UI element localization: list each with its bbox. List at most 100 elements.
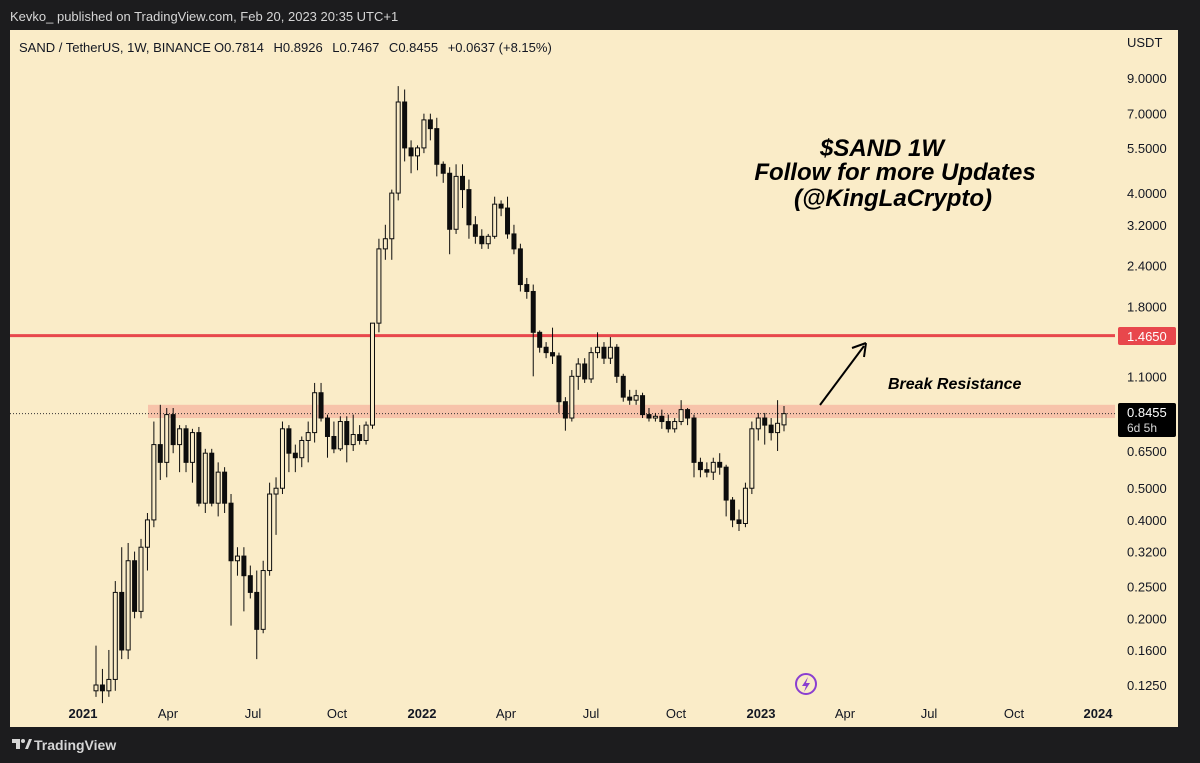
candle-body bbox=[415, 147, 420, 157]
axis-currency: USDT bbox=[1127, 35, 1162, 50]
candle-body bbox=[369, 322, 375, 426]
candle bbox=[633, 389, 639, 405]
legend-close: 0.8455 bbox=[398, 40, 438, 55]
candle-body bbox=[614, 346, 620, 377]
candle-body bbox=[254, 591, 260, 630]
candle bbox=[234, 547, 240, 576]
candle bbox=[505, 196, 511, 239]
candle-body bbox=[344, 421, 350, 446]
candle bbox=[460, 164, 466, 209]
candle bbox=[466, 179, 472, 239]
candle bbox=[369, 322, 375, 429]
candle bbox=[652, 412, 658, 422]
right-strip bbox=[1178, 30, 1200, 727]
candle bbox=[627, 389, 633, 405]
candle bbox=[241, 547, 247, 612]
candle-body bbox=[640, 395, 646, 416]
candle bbox=[408, 140, 414, 174]
y-tick-label: 0.4000 bbox=[1127, 513, 1167, 528]
candle-body bbox=[164, 414, 170, 463]
candle-body bbox=[279, 428, 285, 489]
candle bbox=[691, 414, 697, 478]
candle-body bbox=[517, 248, 523, 286]
legend-symbol: SAND / TetherUS, 1W, BINANCE bbox=[19, 40, 211, 55]
candle-body bbox=[582, 363, 588, 380]
y-tick-label: 1.1000 bbox=[1127, 369, 1167, 384]
legend-high-label: H bbox=[274, 40, 283, 55]
candle-body bbox=[607, 346, 613, 359]
candle bbox=[453, 164, 459, 234]
candle-body bbox=[324, 417, 330, 437]
candle bbox=[537, 330, 543, 353]
candle bbox=[170, 408, 176, 454]
candle-body bbox=[292, 452, 298, 459]
candle-body bbox=[588, 352, 594, 380]
candle bbox=[575, 358, 581, 390]
candle-body bbox=[228, 502, 234, 562]
candle-body bbox=[151, 444, 157, 521]
candle bbox=[402, 89, 408, 162]
lightning-icon[interactable] bbox=[795, 673, 817, 695]
candle bbox=[138, 538, 144, 619]
annotation-title: $SAND 1W bbox=[819, 135, 946, 162]
candle-body bbox=[646, 414, 652, 419]
candle-body bbox=[768, 424, 774, 434]
candle-body bbox=[562, 401, 568, 419]
candle-body bbox=[627, 396, 633, 401]
y-tick-label: 1.8000 bbox=[1127, 299, 1167, 314]
candle-body bbox=[382, 238, 388, 250]
candle-body bbox=[144, 519, 150, 548]
candle bbox=[440, 161, 446, 183]
candle bbox=[209, 448, 215, 507]
candle bbox=[723, 464, 729, 517]
candle-body bbox=[440, 163, 446, 174]
candle-body bbox=[337, 421, 343, 450]
candle-body bbox=[196, 432, 202, 504]
last-price-tag: 0.8455 6d 5h bbox=[1118, 403, 1176, 437]
candle bbox=[472, 216, 478, 244]
candle-body bbox=[189, 432, 195, 463]
candle bbox=[768, 418, 774, 441]
tradingview-logo-icon[interactable] bbox=[12, 737, 32, 751]
candle bbox=[344, 416, 350, 463]
candle bbox=[151, 421, 157, 528]
x-tick-label: Apr bbox=[496, 706, 517, 721]
candle bbox=[125, 542, 131, 660]
candle bbox=[350, 414, 356, 452]
candle bbox=[582, 358, 588, 383]
candle bbox=[562, 397, 568, 431]
candle bbox=[389, 189, 395, 260]
chart-panel[interactable] bbox=[10, 30, 1178, 727]
candle-body bbox=[241, 555, 247, 577]
candle-body bbox=[260, 570, 266, 630]
candle bbox=[517, 243, 523, 292]
candle bbox=[228, 494, 234, 626]
candle-body bbox=[672, 421, 678, 430]
candle bbox=[659, 409, 665, 429]
last-price-text: 0.8455 bbox=[1127, 405, 1167, 420]
candle bbox=[646, 408, 652, 422]
y-tick-label: 0.2500 bbox=[1127, 580, 1167, 595]
candle bbox=[337, 416, 343, 452]
x-tick-label: Oct bbox=[666, 706, 687, 721]
footer-brand[interactable]: TradingView bbox=[34, 737, 117, 753]
resistance-price-text: 1.4650 bbox=[1127, 329, 1167, 344]
candle-body bbox=[177, 428, 183, 446]
candle-body bbox=[273, 487, 279, 495]
candle-body bbox=[659, 415, 665, 423]
candle-body bbox=[318, 392, 324, 419]
candle-body bbox=[524, 284, 530, 292]
breakout-arrow bbox=[819, 342, 867, 406]
candle-body bbox=[453, 175, 459, 230]
candle-body bbox=[170, 414, 176, 446]
candle-body bbox=[286, 428, 292, 454]
candle bbox=[672, 418, 678, 433]
candle bbox=[749, 421, 755, 495]
countdown-text: 6d 5h bbox=[1127, 421, 1157, 435]
candle bbox=[601, 342, 607, 364]
candle-body bbox=[357, 434, 363, 441]
candle bbox=[762, 412, 768, 445]
candle-body bbox=[479, 235, 485, 245]
candle-body bbox=[717, 461, 723, 468]
